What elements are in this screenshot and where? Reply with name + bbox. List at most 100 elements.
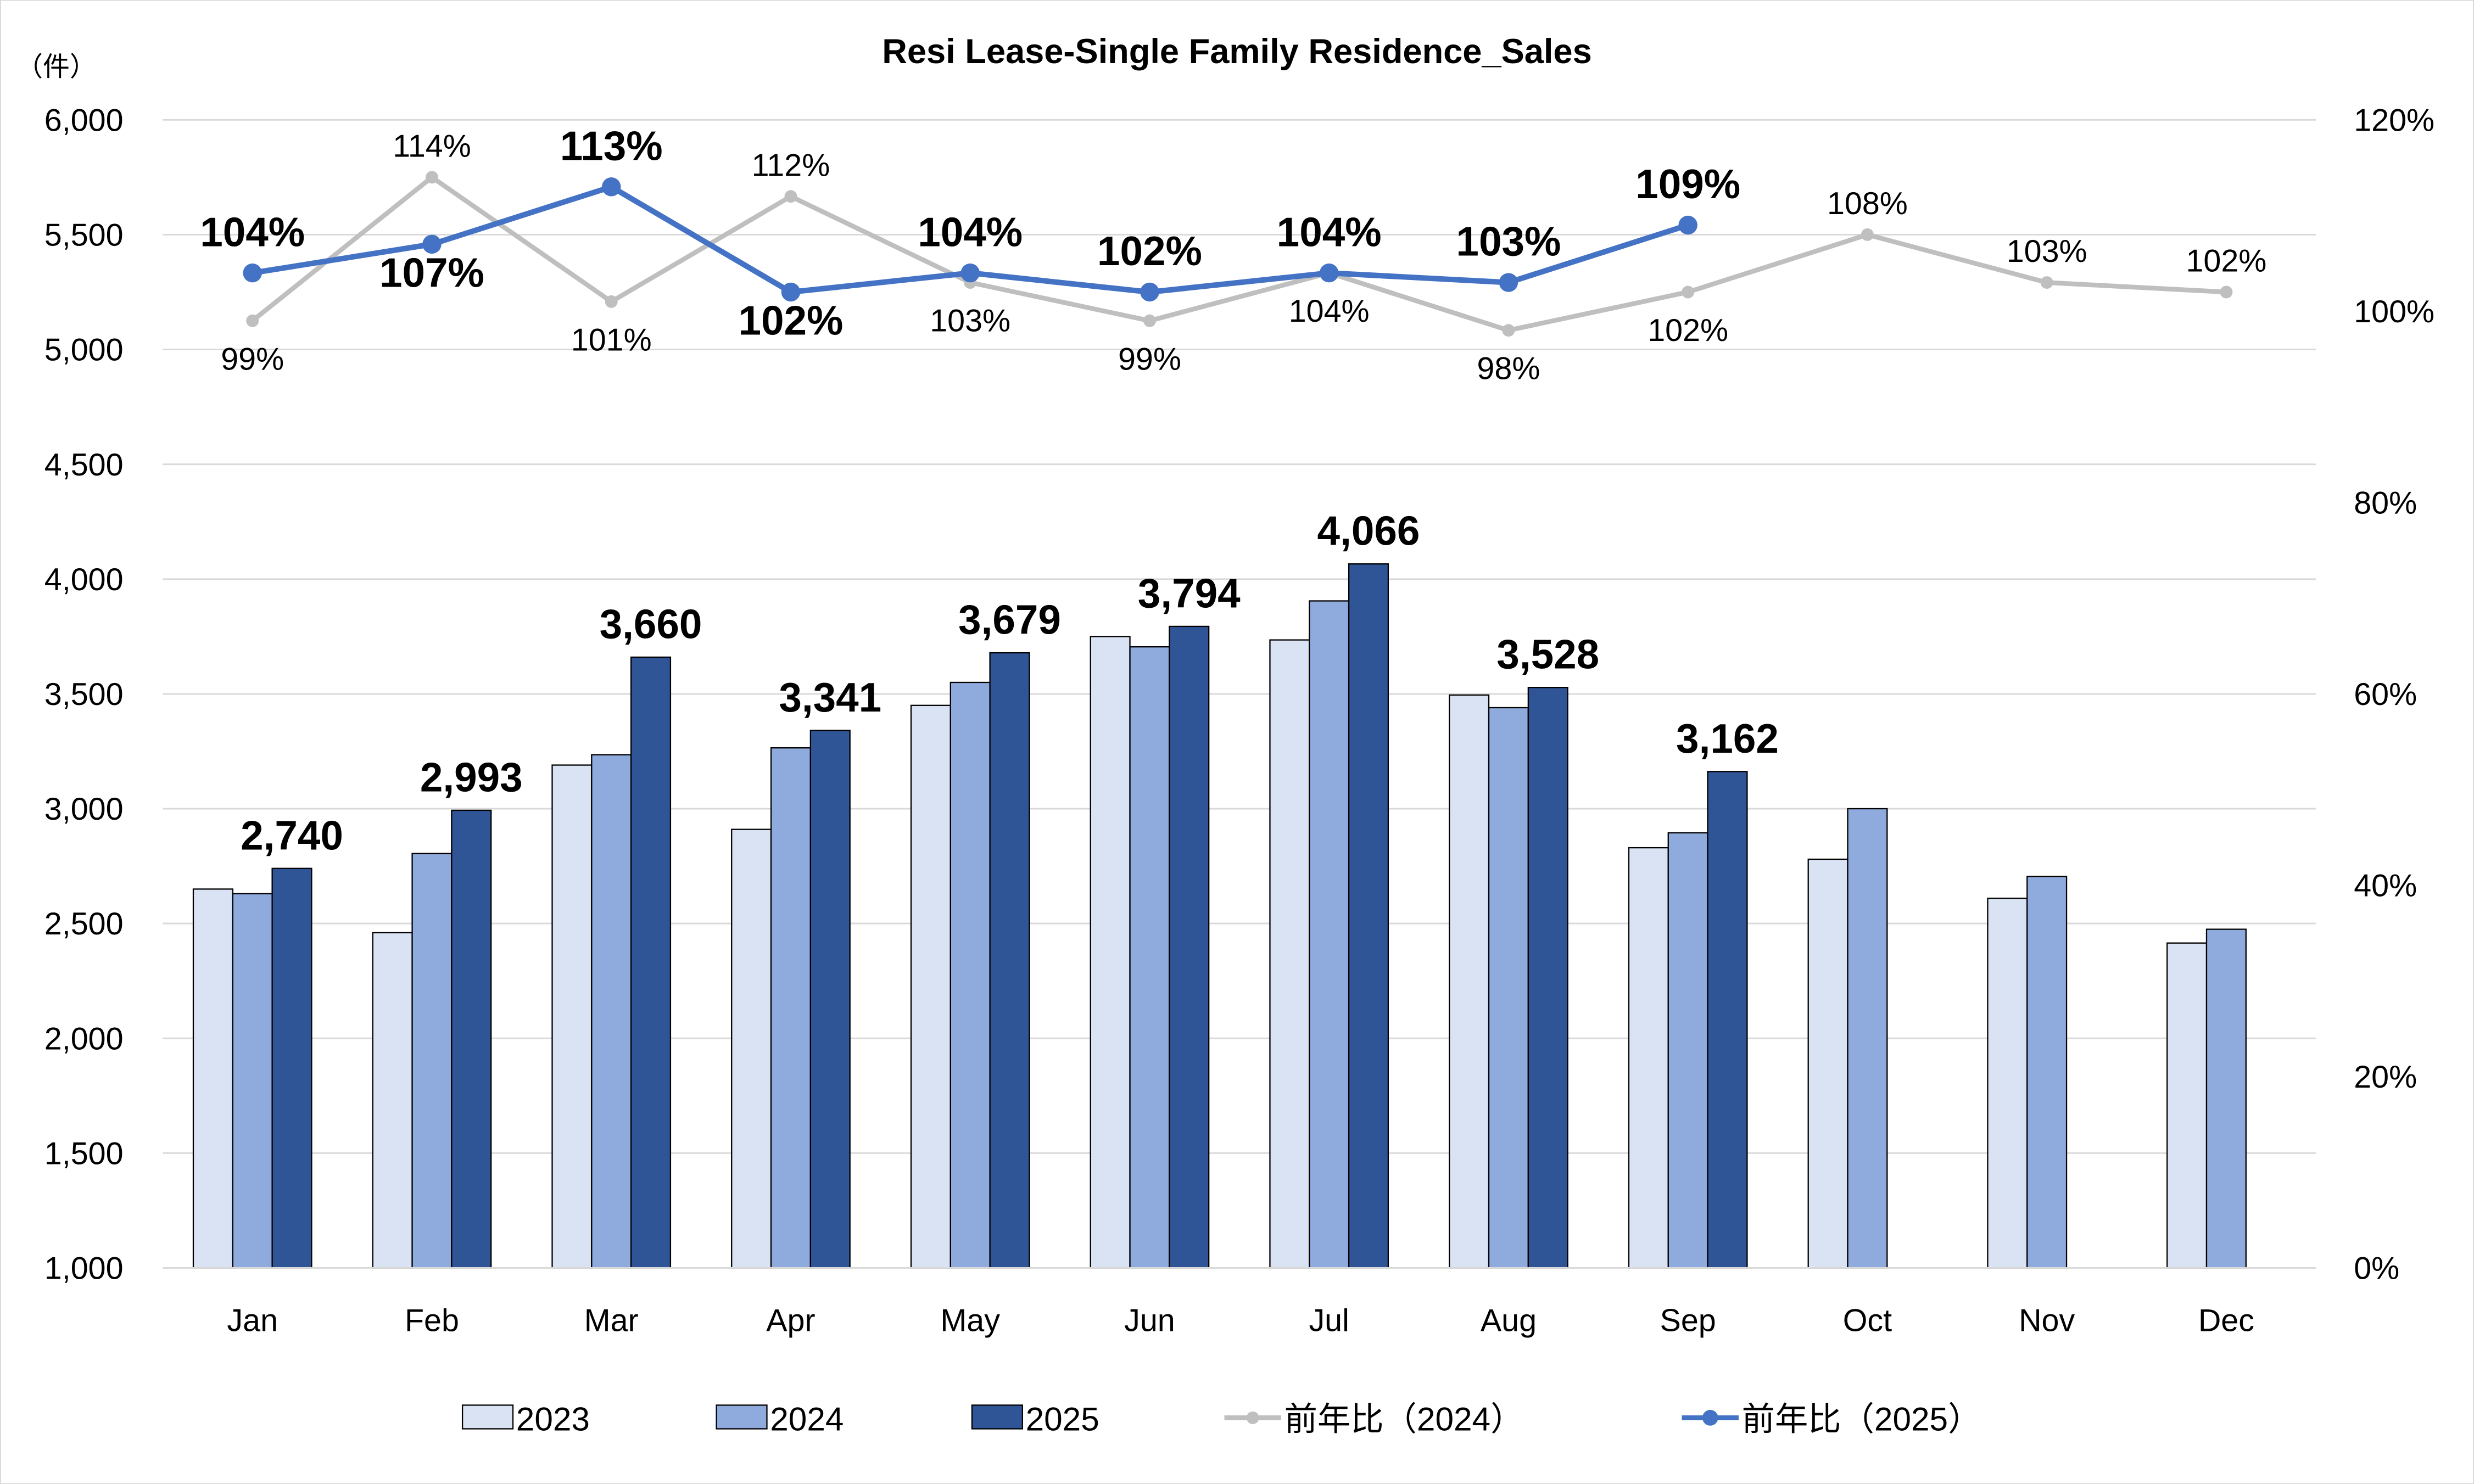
y-axis-unit-label: （件） — [16, 52, 96, 82]
y-axis-left: 1,000 1,500 2,000 2,500 3,000 3,500 4,000 4,500… — [44, 103, 124, 1286]
line-data-label: 103% — [1456, 219, 1561, 265]
bar-data-label: 2,740 — [241, 812, 343, 858]
line-data-label: 102% — [1648, 313, 1728, 348]
line-point — [1678, 215, 1697, 235]
line-data-label: 101% — [571, 322, 652, 357]
line-point — [781, 282, 801, 302]
y-tick-label: 5,500 — [44, 218, 124, 253]
legend-swatch-2023 — [461, 1404, 514, 1430]
x-tick-label: Feb — [405, 1303, 459, 1338]
bar-2024 — [1129, 646, 1170, 1269]
legend-marker — [1702, 1409, 1718, 1426]
bar-2023 — [910, 704, 951, 1269]
line-data-label: 104% — [1289, 294, 1370, 329]
line-data-label: 108% — [1827, 186, 1908, 221]
line-point — [1502, 324, 1515, 337]
line-data-label: 104% — [1277, 209, 1382, 255]
line-data-label: 104% — [918, 209, 1023, 255]
line-data-label: 104% — [200, 209, 305, 255]
bar-data-label: 2,993 — [420, 754, 523, 800]
y-tick-label: 5,000 — [44, 333, 124, 368]
bar-2025 — [630, 656, 672, 1269]
y2-tick-label: 80% — [2354, 485, 2417, 520]
bar-2024 — [411, 853, 453, 1269]
legend-swatch-2025 — [971, 1404, 1023, 1430]
x-tick-label: Jul — [1309, 1303, 1349, 1338]
line-前年比（2024） — [251, 174, 2227, 333]
legend-marker — [1246, 1411, 1259, 1424]
bar-data-label: 4,066 — [1317, 508, 1420, 554]
bar-2023 — [1269, 639, 1310, 1269]
line-point — [601, 177, 621, 197]
x-tick-label: Mar — [584, 1303, 639, 1338]
line-point — [2040, 276, 2053, 289]
bar-2024 — [1667, 832, 1708, 1269]
bar-2024 — [1309, 600, 1350, 1269]
line-point — [1319, 263, 1339, 283]
bar-data-label: 3,528 — [1496, 631, 1599, 677]
x-tick-label: Sep — [1660, 1303, 1716, 1338]
bar-2025 — [1707, 771, 1748, 1269]
legend-label: 2025 — [1026, 1400, 1099, 1437]
bar-2023 — [1628, 847, 1669, 1269]
bar-2023 — [1449, 694, 1490, 1269]
line-point — [246, 314, 259, 327]
bar-2025 — [1169, 625, 1210, 1269]
x-tick-label: Apr — [766, 1303, 815, 1338]
bar-2024 — [2205, 928, 2247, 1269]
bar-2024 — [1847, 808, 1888, 1269]
y2-tick-label: 120% — [2354, 103, 2434, 138]
x-tick-label: Aug — [1481, 1303, 1537, 1338]
line-data-label: 103% — [930, 304, 1010, 339]
line-point — [1140, 282, 1159, 302]
line-data-label: 113% — [560, 122, 663, 169]
bar-2025 — [809, 730, 851, 1269]
y-tick-label: 4,500 — [44, 447, 124, 483]
line-data-label: 103% — [2007, 234, 2087, 269]
line-point — [2220, 285, 2233, 299]
x-tick-label: May — [940, 1303, 1000, 1338]
bar-2023 — [731, 828, 772, 1269]
line-point — [1861, 228, 1874, 241]
line-point — [784, 190, 797, 203]
line-point — [960, 263, 980, 283]
bar-data-label: 3,341 — [779, 674, 881, 720]
y-tick-label: 3,500 — [44, 677, 124, 712]
y-tick-label: 2,000 — [44, 1021, 124, 1056]
line-point — [243, 263, 262, 283]
line-data-label: 99% — [1118, 341, 1181, 377]
bar-2025 — [1527, 687, 1568, 1269]
bar-2023 — [192, 888, 233, 1269]
line-point — [1143, 314, 1156, 327]
chart-title: Resi Lease-Single Family Residence_Sales — [882, 32, 1591, 71]
bar-2024 — [950, 681, 991, 1269]
bar-2024 — [591, 754, 632, 1269]
bar-2023 — [2166, 942, 2208, 1269]
line-data-label: 112% — [752, 148, 830, 183]
legend: 2023 2024 2025 前年比（2024） 前年比（2025） — [461, 1400, 1981, 1437]
line-data-label: 114% — [393, 129, 471, 164]
x-axis: Jan Feb Mar Apr May Jun Jul Aug Sep Oct Nov Dec — [227, 1303, 2254, 1338]
x-tick-label: Nov — [2019, 1303, 2075, 1338]
bars: 2,740 2,993 3,660 3,341 3,679 3,794 4,066 3,528… — [192, 508, 2247, 1269]
y-tick-label: 6,000 — [44, 103, 124, 138]
y-tick-label: 4,000 — [44, 562, 124, 597]
line-data-label: 109% — [1635, 161, 1740, 207]
gridlines — [163, 119, 2316, 1154]
bar-2024 — [770, 747, 812, 1269]
legend-label: 前年比（2024） — [1285, 1400, 1524, 1437]
line-data-label: 99% — [221, 341, 284, 377]
line-point — [1682, 285, 1695, 299]
line-data-label: 102% — [738, 298, 843, 344]
line-data-label: 98% — [1477, 351, 1540, 387]
bar-2023 — [551, 764, 593, 1269]
bar-2025 — [451, 809, 492, 1269]
y2-tick-label: 60% — [2354, 677, 2417, 712]
bar-data-label: 3,679 — [958, 597, 1061, 643]
line-point — [1499, 273, 1518, 292]
legend-label: 2024 — [770, 1400, 844, 1437]
bar-2023 — [1807, 858, 1848, 1269]
bar-2024 — [232, 893, 273, 1269]
legend-label: 2023 — [516, 1400, 590, 1437]
